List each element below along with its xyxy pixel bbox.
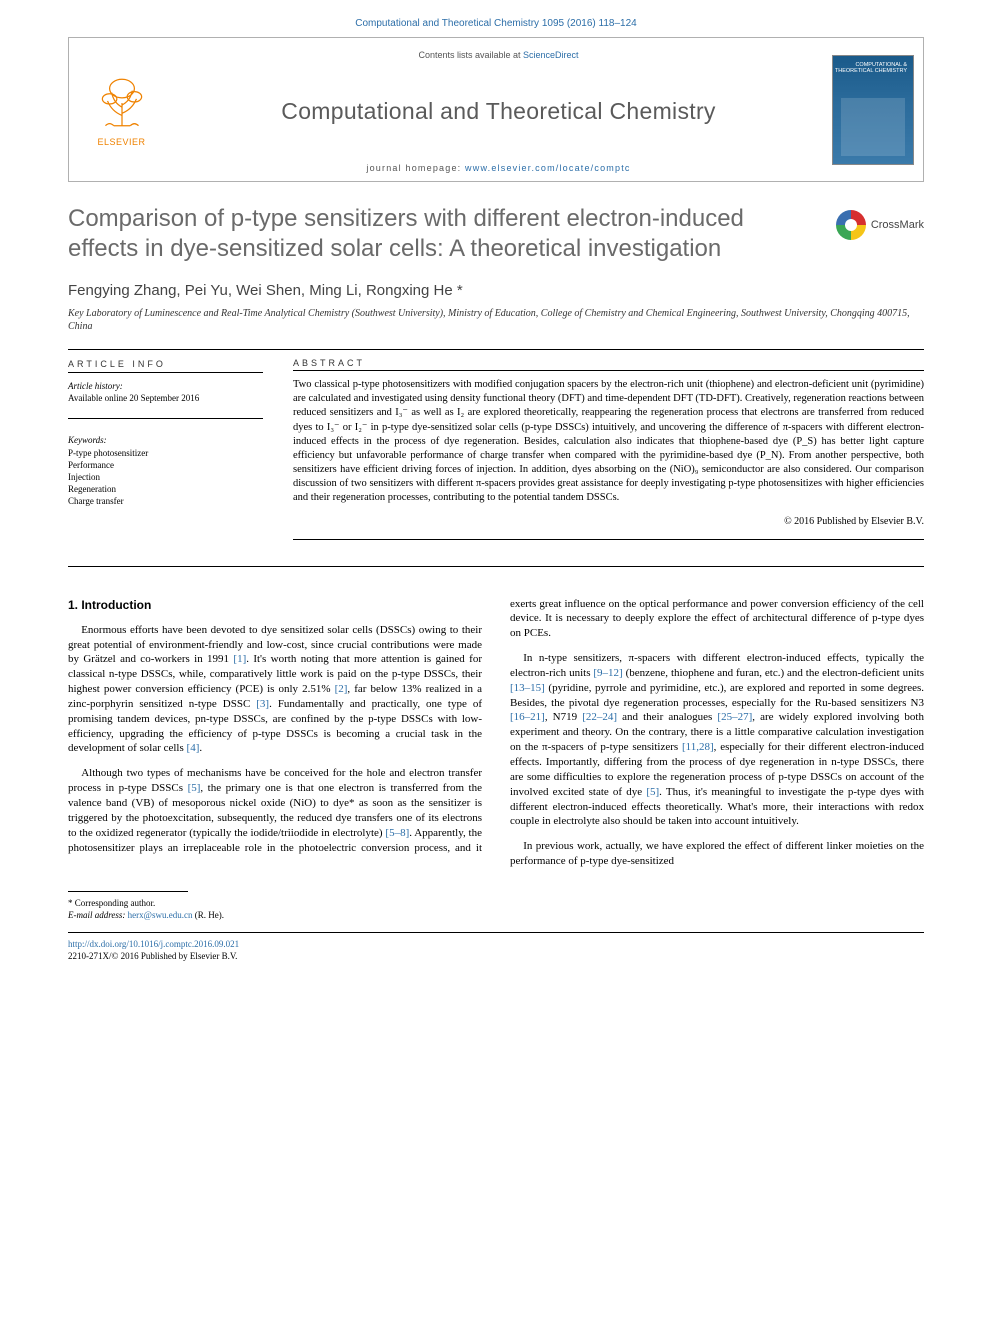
citation-link[interactable]: [5] [188,782,201,794]
contents-lists-line: Contents lists available at ScienceDirec… [182,50,815,60]
corresponding-author-block: * Corresponding author. E-mail address: … [68,891,924,922]
crossmark-icon [836,210,866,240]
journal-title: Computational and Theoretical Chemistry [182,98,815,125]
citation-link[interactable]: [5–8] [385,827,409,839]
divider [68,566,924,567]
doi-block: http://dx.doi.org/10.1016/j.comptc.2016.… [68,938,924,962]
body-paragraph: Enormous efforts have been devoted to dy… [68,623,482,757]
abstract-column: ABSTRACT Two classical p-type photosensi… [293,358,924,548]
divider [68,418,263,419]
keyword: Performance [68,459,263,471]
homepage-link[interactable]: www.elsevier.com/locate/comptc [465,163,631,173]
abstract-heading: ABSTRACT [293,358,924,368]
keywords-label: Keywords: [68,434,263,446]
corresponding-author: * Corresponding author. [68,897,924,910]
citation-link[interactable]: [22–24] [582,711,617,723]
article-info-column: ARTICLE INFO Article history: Available … [68,358,263,548]
email-suffix: (R. He). [192,910,224,920]
affiliation: Key Laboratory of Luminescence and Real-… [68,307,924,333]
running-head: Computational and Theoretical Chemistry … [0,0,992,37]
contents-prefix: Contents lists available at [418,50,523,60]
sciencedirect-link[interactable]: ScienceDirect [523,50,579,60]
keyword: Injection [68,471,263,483]
history-value: Available online 20 September 2016 [68,392,263,404]
body-paragraph: In previous work, actually, we have expl… [510,839,924,869]
citation-link[interactable]: [5] [646,786,659,798]
history-label: Article history: [68,380,263,392]
citation-link[interactable]: [1] [233,653,246,665]
cover-body-area [841,98,905,156]
citation-link[interactable]: [3] [256,698,269,710]
elsevier-wordmark: ELSEVIER [91,137,153,147]
citation-link[interactable]: [16–21] [510,711,545,723]
divider [293,539,924,540]
publisher-logo-area: ELSEVIER [69,38,174,181]
keyword: Regeneration [68,483,263,495]
article-info-heading: ARTICLE INFO [68,358,263,370]
citation-link[interactable]: [4] [187,742,200,754]
short-divider [68,891,188,892]
journal-cover-thumbnail: COMPUTATIONAL & THEORETICAL CHEMISTRY [832,55,914,165]
cover-thumbnail-area: COMPUTATIONAL & THEORETICAL CHEMISTRY [823,38,923,181]
keywords-list: P-type photosensitizer Performance Injec… [68,447,263,508]
journal-homepage-line: journal homepage: www.elsevier.com/locat… [182,163,815,173]
keyword: P-type photosensitizer [68,447,263,459]
article-body: 1. Introduction Enormous efforts have be… [68,597,924,869]
divider [68,349,924,350]
email-label: E-mail address: [68,910,128,920]
citation-link[interactable]: [2] [335,683,348,695]
masthead-center: Contents lists available at ScienceDirec… [174,38,823,181]
abstract-copyright: © 2016 Published by Elsevier B.V. [293,516,924,527]
keyword: Charge transfer [68,495,263,507]
elsevier-tree-icon [91,72,153,134]
doi-link[interactable]: http://dx.doi.org/10.1016/j.comptc.2016.… [68,939,239,949]
divider [68,932,924,933]
cover-title-text: COMPUTATIONAL & THEORETICAL CHEMISTRY [833,62,907,75]
abstract-body: Two classical p-type photosensitizers wi… [293,370,924,506]
crossmark-badge[interactable]: CrossMark [836,204,924,240]
crossmark-label: CrossMark [871,219,924,231]
article-title: Comparison of p-type sensitizers with di… [68,204,818,264]
journal-masthead: ELSEVIER Contents lists available at Sci… [68,37,924,182]
citation-link[interactable]: [9–12] [593,667,622,679]
homepage-prefix: journal homepage: [366,163,465,173]
citation-link[interactable]: [25–27] [717,711,752,723]
body-paragraph: In n-type sensitizers, π-spacers with di… [510,651,924,829]
elsevier-logo: ELSEVIER [91,72,153,147]
citation-link[interactable]: [11,28] [682,741,714,753]
citation-link[interactable]: [13–15] [510,682,545,694]
email-link[interactable]: herx@swu.edu.cn [128,910,193,920]
author-list: Fengying Zhang, Pei Yu, Wei Shen, Ming L… [68,282,924,299]
issn-line: 2210-271X/© 2016 Published by Elsevier B… [68,951,237,961]
section-heading: 1. Introduction [68,597,482,613]
